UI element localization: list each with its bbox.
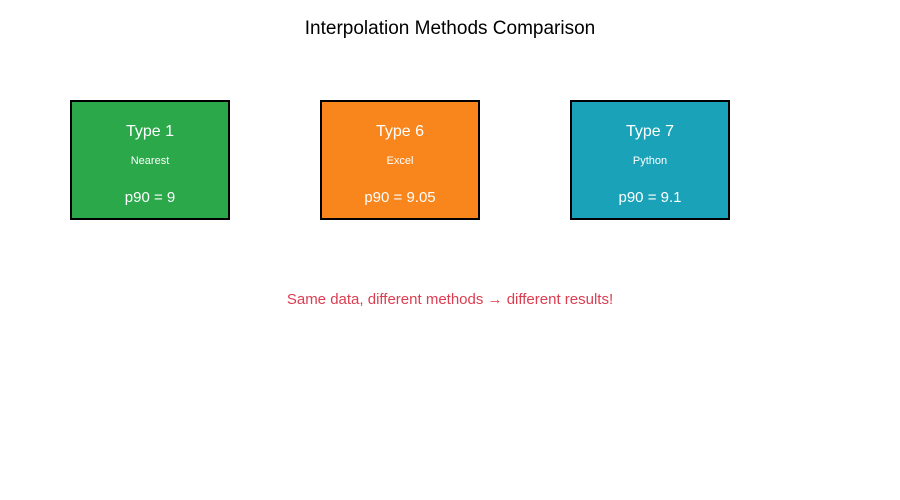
box-type-label: Type 6 <box>375 123 425 140</box>
box-type-label: Type 7 <box>625 123 675 140</box>
method-box-python: Type 7 Python p90 = 9.1 <box>570 100 730 220</box>
box-method-label: Python <box>632 155 668 167</box>
figure-footnote: Same data, different methods → different… <box>286 291 614 308</box>
box-method-label: Nearest <box>130 155 170 167</box>
box-method-label: Excel <box>386 155 414 167</box>
box-result-value: p90 = 9.1 <box>618 189 682 206</box>
method-box-nearest: Type 1 Nearest p90 = 9 <box>70 100 230 220</box>
box-type-label: Type 1 <box>125 123 175 140</box>
box-result-value: p90 = 9 <box>124 189 176 206</box>
box-result-value: p90 = 9.05 <box>364 189 436 206</box>
method-box-excel: Type 6 Excel p90 = 9.05 <box>320 100 480 220</box>
figure-title: Interpolation Methods Comparison <box>304 18 596 39</box>
